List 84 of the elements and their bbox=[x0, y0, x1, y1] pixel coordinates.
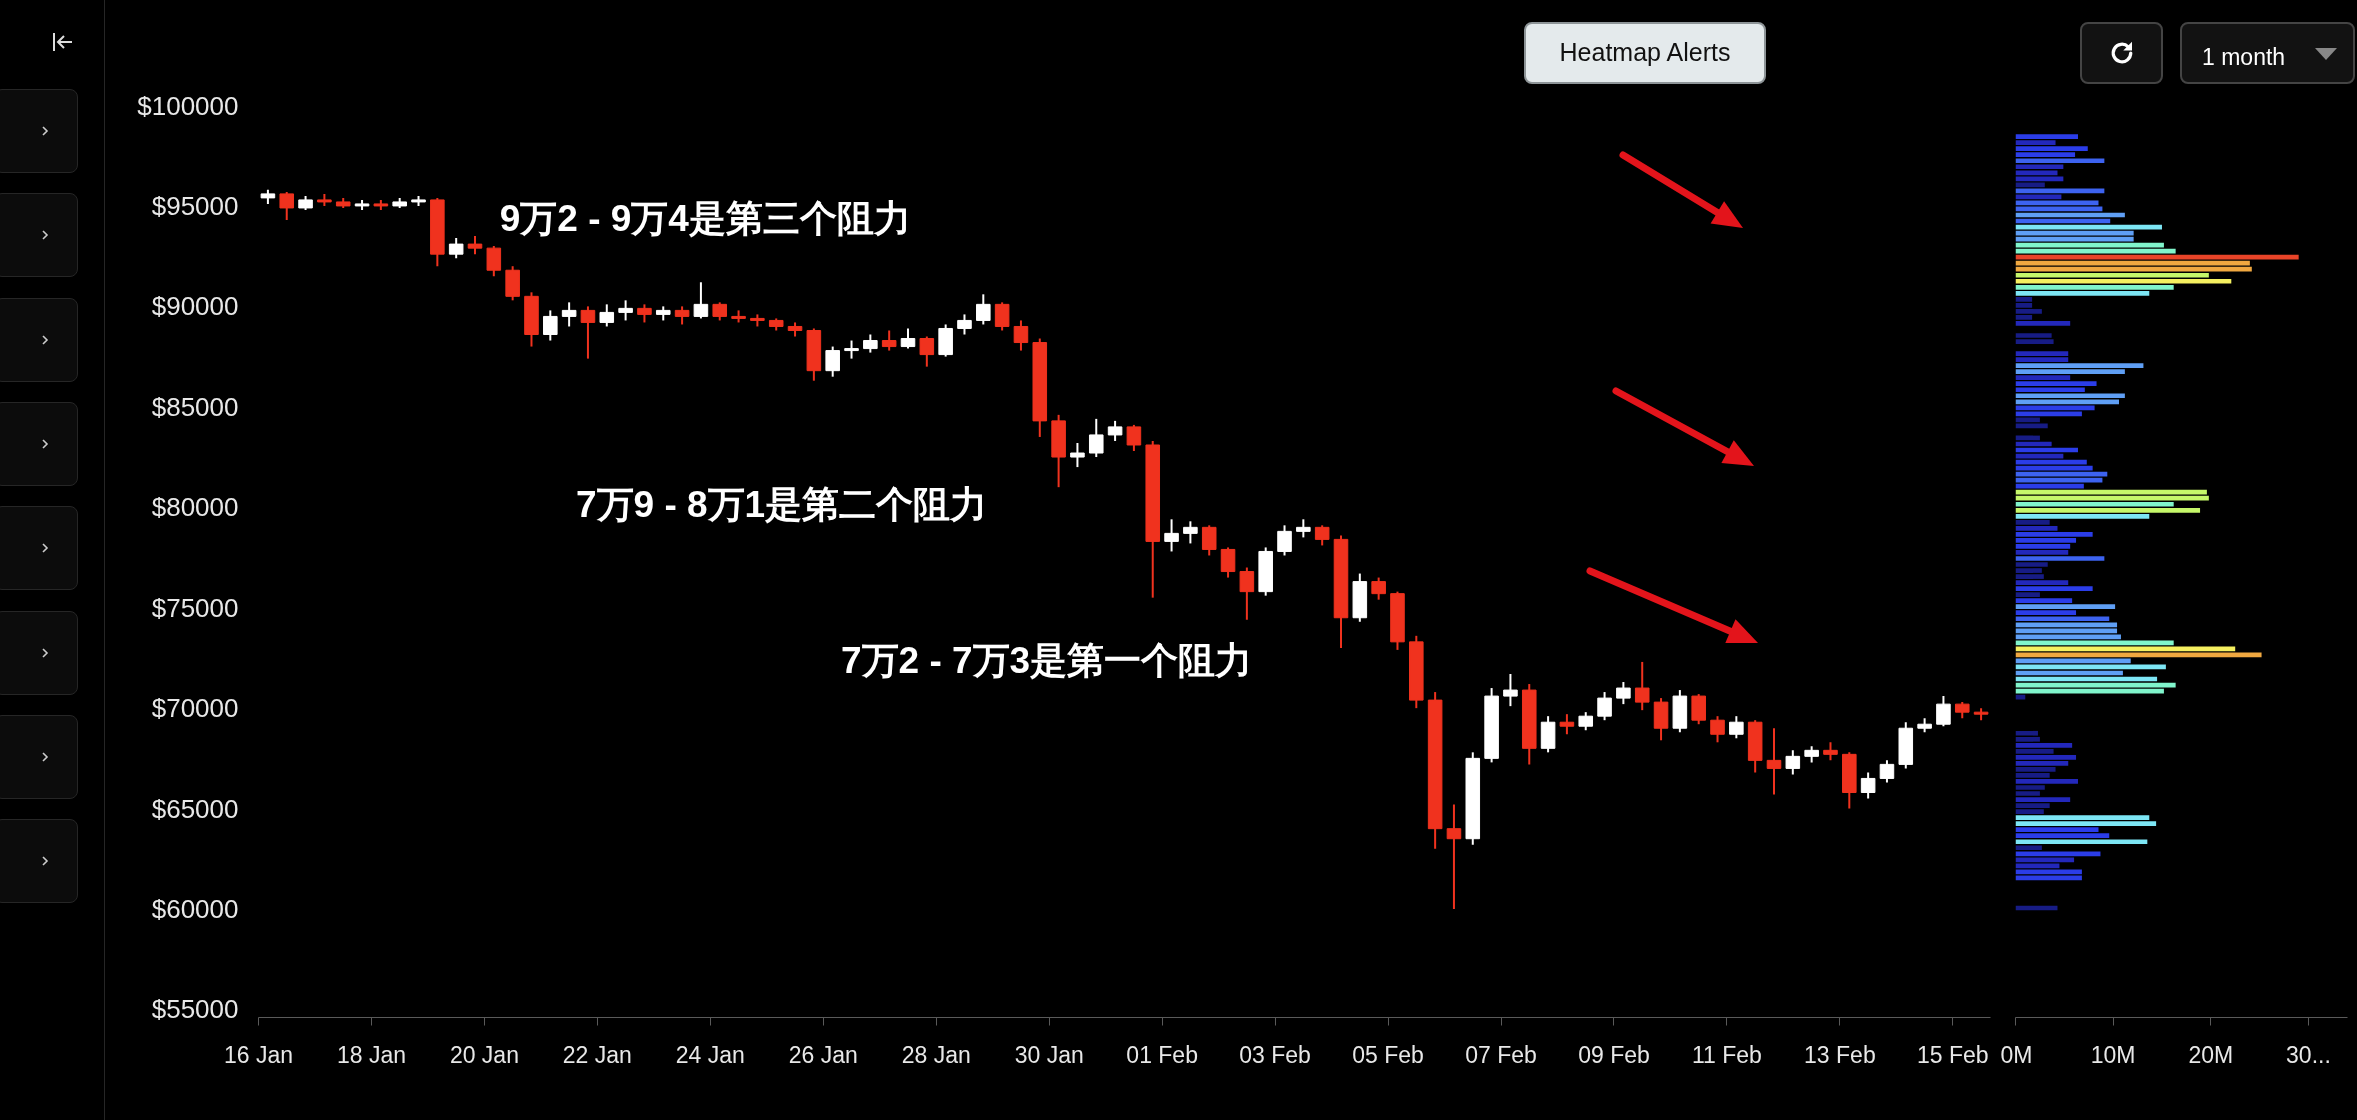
candlestick bbox=[1823, 741, 1838, 762]
x-tick-label: 01 Feb bbox=[1126, 1041, 1198, 1068]
x-tick-label: 15 Feb bbox=[1917, 1041, 1989, 1068]
candlestick bbox=[1729, 715, 1744, 740]
x-tick-label: 18 Jan bbox=[336, 1041, 406, 1068]
candlestick bbox=[637, 303, 652, 324]
candlestick bbox=[976, 293, 991, 326]
y-tick-label: $75000 bbox=[151, 592, 239, 623]
candlestick bbox=[1277, 524, 1292, 557]
candlestick bbox=[618, 299, 633, 322]
candlestick bbox=[1879, 759, 1895, 784]
candlestick bbox=[1070, 441, 1085, 469]
candlestick bbox=[1710, 715, 1725, 744]
candlestick bbox=[279, 190, 295, 221]
candlestick bbox=[863, 333, 878, 354]
candlestick bbox=[561, 301, 577, 328]
x-tick-label: 24 Jan bbox=[675, 1041, 745, 1068]
candlestick bbox=[1936, 695, 1951, 728]
x-tick-label: 13 Feb bbox=[1804, 1041, 1876, 1068]
y-tick-label: $85000 bbox=[151, 391, 239, 422]
candlestick bbox=[919, 335, 935, 368]
candlestick bbox=[1107, 419, 1123, 442]
y-tick-label: $70000 bbox=[151, 693, 239, 724]
candlestick bbox=[1239, 566, 1255, 621]
candlestick bbox=[1220, 546, 1236, 579]
candlestick bbox=[900, 327, 916, 350]
x-tick-label: 09 Feb bbox=[1578, 1041, 1650, 1068]
candlestick bbox=[1785, 749, 1801, 776]
x-tick-label: 22 Jan bbox=[562, 1041, 632, 1068]
candlestick bbox=[1314, 524, 1330, 547]
y-tick-label: $60000 bbox=[151, 894, 239, 925]
candlestick bbox=[1634, 660, 1650, 712]
y-tick-label: $100000 bbox=[137, 90, 239, 121]
candlestick bbox=[674, 305, 690, 326]
candlestick bbox=[712, 301, 728, 322]
candlestick bbox=[1578, 711, 1594, 732]
candlestick bbox=[1164, 518, 1179, 553]
candlestick bbox=[1597, 691, 1612, 722]
candlestick bbox=[543, 309, 558, 342]
candlestick bbox=[1860, 771, 1876, 800]
candlestick bbox=[994, 301, 1010, 332]
candlestick bbox=[1503, 672, 1518, 708]
candlestick bbox=[467, 235, 483, 256]
y-tick-label: $95000 bbox=[151, 190, 239, 221]
annotation: 7万2 - 7万3是第一个阻力 bbox=[840, 640, 1253, 682]
x-tick-label: 16 Jan bbox=[223, 1041, 294, 1068]
candlestick bbox=[693, 281, 709, 320]
candlestick bbox=[1766, 727, 1782, 796]
x-tick-label: 20M bbox=[2188, 1041, 2234, 1068]
x-tick-label: 30... bbox=[2286, 1041, 2331, 1068]
candlestick bbox=[1088, 417, 1104, 459]
candlestick bbox=[881, 329, 897, 352]
y-tick-label: $65000 bbox=[151, 793, 239, 824]
candlestick bbox=[825, 345, 840, 378]
candlestick bbox=[1559, 713, 1575, 736]
candlestick bbox=[1616, 681, 1631, 706]
candlestick bbox=[1013, 319, 1029, 352]
candlestick bbox=[1446, 803, 1462, 911]
candlestick bbox=[957, 313, 972, 336]
x-tick-label: 0M bbox=[2000, 1041, 2033, 1068]
candlestick bbox=[486, 245, 502, 278]
x-tick-label: 20 Jan bbox=[449, 1041, 519, 1068]
annotation: 9万2 - 9万4是第三个阻力 bbox=[499, 198, 911, 240]
candlestick bbox=[844, 339, 859, 360]
candlestick bbox=[580, 305, 596, 360]
y-tick-label: $90000 bbox=[151, 291, 239, 322]
x-tick-label: 26 Jan bbox=[788, 1041, 858, 1068]
candlestick bbox=[448, 237, 464, 260]
y-tick-label: $80000 bbox=[151, 492, 239, 523]
candlestick bbox=[1183, 520, 1198, 545]
x-tick-label: 07 Feb bbox=[1465, 1041, 1537, 1068]
x-tick-label: 05 Feb bbox=[1352, 1041, 1424, 1068]
candlestick bbox=[1126, 423, 1142, 453]
x-tick-label: 11 Feb bbox=[1691, 1041, 1762, 1068]
x-tick-label: 30 Jan bbox=[1014, 1041, 1084, 1068]
x-tick-label: 10M bbox=[2090, 1041, 2136, 1068]
candlestick bbox=[1201, 524, 1217, 557]
candlestick bbox=[1296, 518, 1311, 539]
candlestick bbox=[599, 303, 615, 328]
x-tick-label: 28 Jan bbox=[901, 1041, 971, 1068]
x-tick-label: 03 Feb bbox=[1239, 1041, 1311, 1068]
annotation: 7万9 - 8万1是第二个阻力 bbox=[575, 483, 988, 525]
candlestick bbox=[1371, 576, 1386, 601]
y-tick-label: $55000 bbox=[151, 994, 239, 1025]
